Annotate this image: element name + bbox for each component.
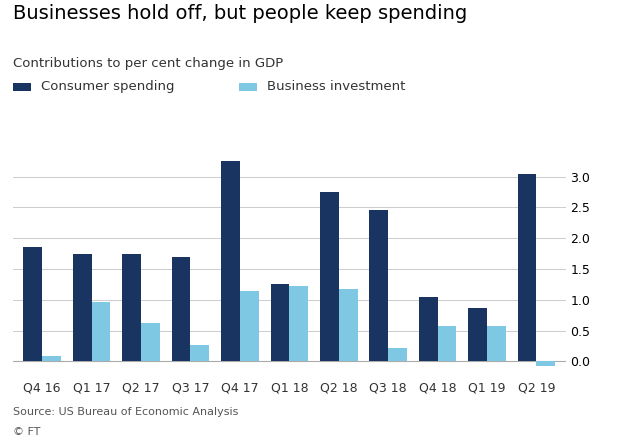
Text: Consumer spending: Consumer spending bbox=[41, 80, 174, 93]
Text: © FT: © FT bbox=[13, 427, 40, 437]
Bar bbox=[92, 302, 111, 361]
Bar bbox=[141, 322, 160, 361]
Bar bbox=[122, 254, 141, 361]
Text: Source: US Bureau of Economic Analysis: Source: US Bureau of Economic Analysis bbox=[13, 407, 238, 417]
Bar bbox=[221, 161, 240, 361]
Bar bbox=[23, 247, 42, 361]
Bar bbox=[240, 290, 259, 361]
Bar bbox=[468, 308, 487, 361]
Bar bbox=[369, 211, 388, 361]
Bar bbox=[289, 286, 308, 361]
Bar bbox=[537, 361, 555, 366]
Bar bbox=[73, 254, 92, 361]
Bar bbox=[191, 345, 209, 361]
Bar bbox=[270, 284, 289, 361]
Bar bbox=[388, 348, 407, 361]
Bar bbox=[172, 257, 191, 361]
Bar bbox=[339, 289, 357, 361]
Text: Contributions to per cent change in GDP: Contributions to per cent change in GDP bbox=[13, 57, 283, 70]
Text: Business investment: Business investment bbox=[267, 80, 406, 93]
Bar bbox=[42, 357, 61, 361]
Bar bbox=[320, 192, 339, 361]
Bar bbox=[438, 325, 457, 361]
Bar bbox=[419, 297, 438, 361]
Bar bbox=[518, 173, 537, 361]
Text: Businesses hold off, but people keep spending: Businesses hold off, but people keep spe… bbox=[13, 4, 467, 23]
Bar bbox=[487, 325, 506, 361]
